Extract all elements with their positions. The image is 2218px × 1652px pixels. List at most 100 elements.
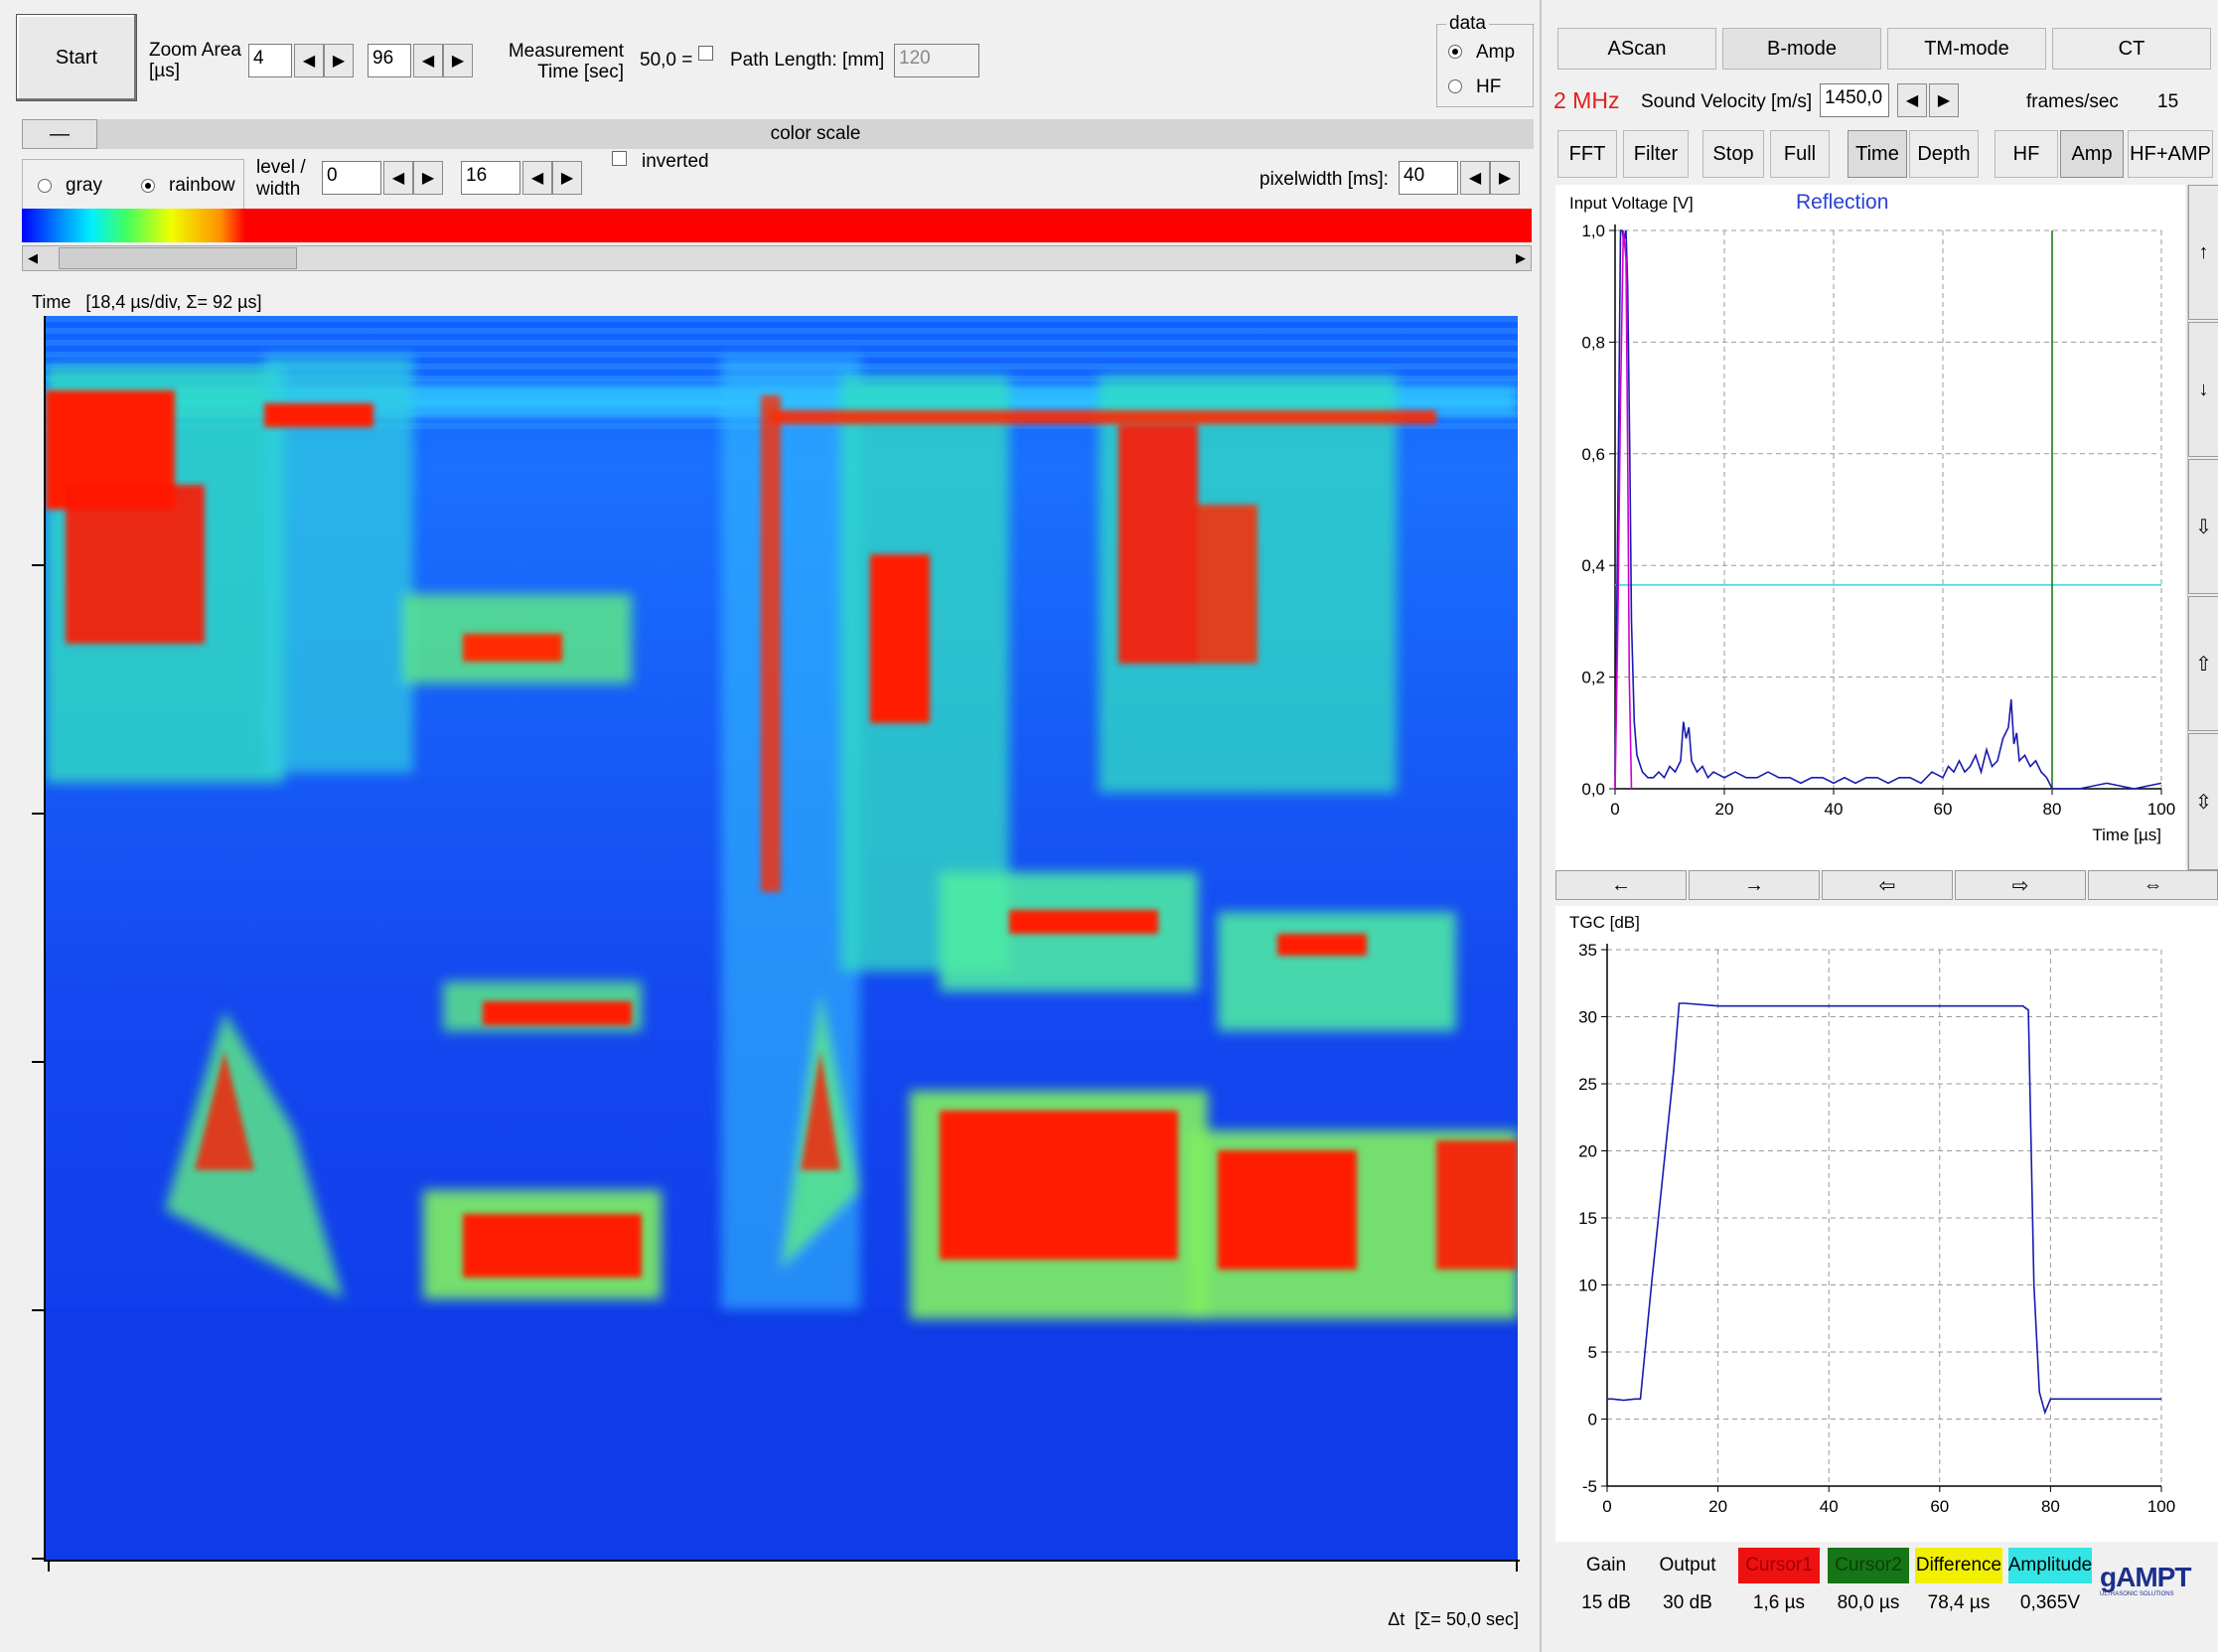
ascan-bottom-arrows: ← → ⇦ ⇨ ⇔ bbox=[1555, 870, 2218, 900]
bmode-strong-echoes bbox=[46, 390, 1518, 1277]
tab-ct[interactable]: CT bbox=[2052, 28, 2211, 70]
chart-y-tick-label: 5 bbox=[1588, 1343, 1597, 1362]
zoom-to-decrement-arrow-icon[interactable]: ◀ bbox=[413, 44, 443, 77]
data-hf-radio[interactable] bbox=[1448, 79, 1462, 93]
start-button[interactable]: Start bbox=[16, 14, 137, 101]
sound-velocity-input[interactable]: 1450,0 bbox=[1820, 83, 1889, 117]
fit-vertical-arrow-icon[interactable]: ⇳ bbox=[2188, 733, 2218, 870]
scrollbar-right-arrow-icon[interactable]: ▶ bbox=[1516, 250, 1526, 265]
chart-y-tick-label: 25 bbox=[1578, 1075, 1597, 1094]
colorscale-title: color scale bbox=[770, 123, 861, 144]
chart-y-tick-label: 0,4 bbox=[1581, 556, 1605, 575]
scrollbar-thumb[interactable] bbox=[59, 247, 297, 269]
path-length-input[interactable]: 120 bbox=[894, 44, 979, 77]
chart-y-tick-label: 0,6 bbox=[1581, 445, 1605, 464]
readout-label-4: Cursor2 bbox=[1828, 1548, 1909, 1583]
width-decrement-arrow-icon[interactable]: ◀ bbox=[522, 161, 552, 195]
bmode-y-tick bbox=[32, 564, 44, 566]
time-button[interactable]: Time bbox=[1848, 130, 1907, 178]
bmode-header-label: Time [18,4 µs/div, Σ= 92 µs] bbox=[32, 292, 262, 312]
readout-label-2: Output bbox=[1659, 1555, 1716, 1576]
measurement-time-label: Measurement Time [sec] bbox=[497, 41, 624, 82]
pixelwidth-input[interactable]: 40 bbox=[1399, 161, 1458, 195]
hf-button[interactable]: HF bbox=[1995, 130, 2058, 178]
level-decrement-arrow-icon[interactable]: ◀ bbox=[383, 161, 413, 195]
level-input[interactable]: 0 bbox=[322, 161, 381, 195]
gray-radio[interactable] bbox=[38, 179, 52, 193]
scale-right-arrow-icon[interactable]: → bbox=[1689, 870, 1820, 900]
shift-up-arrow-icon[interactable]: ⇧ bbox=[2188, 596, 2218, 731]
chart-x-tick-label: 0 bbox=[1602, 1497, 1611, 1516]
zoom-to-input[interactable]: 96 bbox=[368, 44, 411, 77]
depth-button[interactable]: Depth bbox=[1909, 130, 1979, 178]
bmode-y-tick bbox=[32, 1309, 44, 1311]
readout-value-6: 0,365V bbox=[2019, 1592, 2081, 1613]
bmode-image[interactable] bbox=[46, 316, 1518, 1560]
ascan-chart-panel[interactable]: Input Voltage [V] Reflection 0 20 40 60 80 100 0… bbox=[1555, 185, 2185, 870]
shift-down-arrow-icon[interactable]: ⇩ bbox=[2188, 459, 2218, 594]
measurement-time-checkbox[interactable] bbox=[698, 46, 713, 61]
pixelwidth-decrement-arrow-icon[interactable]: ◀ bbox=[1460, 161, 1490, 195]
hf-amp-button[interactable]: HF+AMP bbox=[2128, 130, 2213, 178]
tab-tmmode[interactable]: TM-mode bbox=[1887, 28, 2046, 70]
zoom-to-increment-arrow-icon[interactable]: ▶ bbox=[443, 44, 473, 77]
zoom-from-input[interactable]: 4 bbox=[248, 44, 292, 77]
chart-x-tick-label: 80 bbox=[2041, 1497, 2060, 1516]
chart-series-line-0 bbox=[1607, 1002, 2161, 1416]
chart-y-tick-label: 0,2 bbox=[1581, 669, 1605, 687]
bmode-y-tick bbox=[32, 813, 44, 815]
measurement-label-line1: Measurement bbox=[508, 41, 624, 62]
data-amp-radio[interactable] bbox=[1448, 45, 1462, 59]
amp-button[interactable]: Amp bbox=[2060, 130, 2124, 178]
fit-horizontal-arrow-icon[interactable]: ⇔ bbox=[2088, 870, 2218, 900]
readout-label-5: Difference bbox=[1915, 1548, 2002, 1583]
chart-y-tick-label: -5 bbox=[1582, 1477, 1597, 1496]
logo-tagline: ULTRASONIC SOLUTIONS bbox=[2100, 1591, 2174, 1597]
full-button[interactable]: Full bbox=[1770, 130, 1830, 178]
readout-label-6: Amplitude bbox=[2008, 1548, 2092, 1583]
pixelwidth-increment-arrow-icon[interactable]: ▶ bbox=[1490, 161, 1520, 195]
zoom-from-increment-arrow-icon[interactable]: ▶ bbox=[324, 44, 354, 77]
tgc-chart-panel[interactable]: TGC [dB] 0 20 40 60 80 100 -5 0 5 10 15 20 25 30 35 bbox=[1555, 906, 2218, 1542]
measurement-label-line2: Time [sec] bbox=[537, 62, 624, 82]
tab-bmode[interactable]: B-mode bbox=[1722, 28, 1881, 70]
chart-y-axis-label: Input Voltage [V] bbox=[1569, 194, 1694, 213]
width-increment-arrow-icon[interactable]: ▶ bbox=[552, 161, 582, 195]
scale-down-arrow-icon[interactable]: ↓ bbox=[2188, 322, 2218, 457]
level-increment-arrow-icon[interactable]: ▶ bbox=[413, 161, 443, 195]
scrollbar-left-arrow-icon[interactable]: ◀ bbox=[28, 250, 38, 265]
fps-label: frames/sec bbox=[2026, 91, 2119, 112]
gampt-logo: gAMPT ULTRASONIC SOLUTIONS bbox=[2100, 1562, 2199, 1597]
logo-text: gAMPT bbox=[2100, 1562, 2191, 1592]
tab-ascan[interactable]: AScan bbox=[1557, 28, 1716, 70]
shift-right-arrow-icon[interactable]: ⇨ bbox=[1955, 870, 2086, 900]
inverted-checkbox[interactable] bbox=[612, 151, 627, 166]
width-input[interactable]: 16 bbox=[461, 161, 520, 195]
chart-x-tick-label: 80 bbox=[2043, 800, 2062, 819]
sound-velocity-increment-arrow-icon[interactable]: ▶ bbox=[1929, 83, 1959, 117]
chart-y-tick-label: 20 bbox=[1578, 1142, 1597, 1161]
colorscale-collapse-button[interactable]: — bbox=[22, 119, 97, 149]
chart-x-tick-label: 60 bbox=[1930, 1497, 1949, 1516]
level-width-label: level / width bbox=[256, 157, 306, 201]
scale-up-arrow-icon[interactable]: ↑ bbox=[2188, 185, 2218, 320]
pixelwidth-label: pixelwidth [ms]: bbox=[1259, 169, 1389, 190]
chart-annotation: Reflection bbox=[1796, 191, 1888, 214]
color-scale-scrollbar[interactable]: ◀ ▶ bbox=[22, 245, 1532, 271]
scale-left-arrow-icon[interactable]: ← bbox=[1555, 870, 1687, 900]
fft-button[interactable]: FFT bbox=[1557, 130, 1617, 178]
filter-button[interactable]: Filter bbox=[1623, 130, 1689, 178]
color-scale-bar bbox=[22, 209, 1532, 242]
shift-left-arrow-icon[interactable]: ⇦ bbox=[1822, 870, 1953, 900]
readout-value-3: 1,6 µs bbox=[1752, 1592, 1806, 1613]
sound-velocity-decrement-arrow-icon[interactable]: ◀ bbox=[1897, 83, 1927, 117]
rainbow-radio[interactable] bbox=[141, 179, 155, 193]
readout-value-5: 78,4 µs bbox=[1927, 1592, 1991, 1613]
chart-x-tick-label: 100 bbox=[2147, 800, 2175, 819]
rainbow-label: rainbow bbox=[169, 175, 235, 196]
right-panel-divider bbox=[1540, 0, 1542, 1652]
chart-y-tick-label: 1,0 bbox=[1581, 222, 1605, 240]
stop-button[interactable]: Stop bbox=[1702, 130, 1764, 178]
zoom-from-decrement-arrow-icon[interactable]: ◀ bbox=[294, 44, 324, 77]
chart-y-axis-label: TGC [dB] bbox=[1569, 913, 1640, 932]
